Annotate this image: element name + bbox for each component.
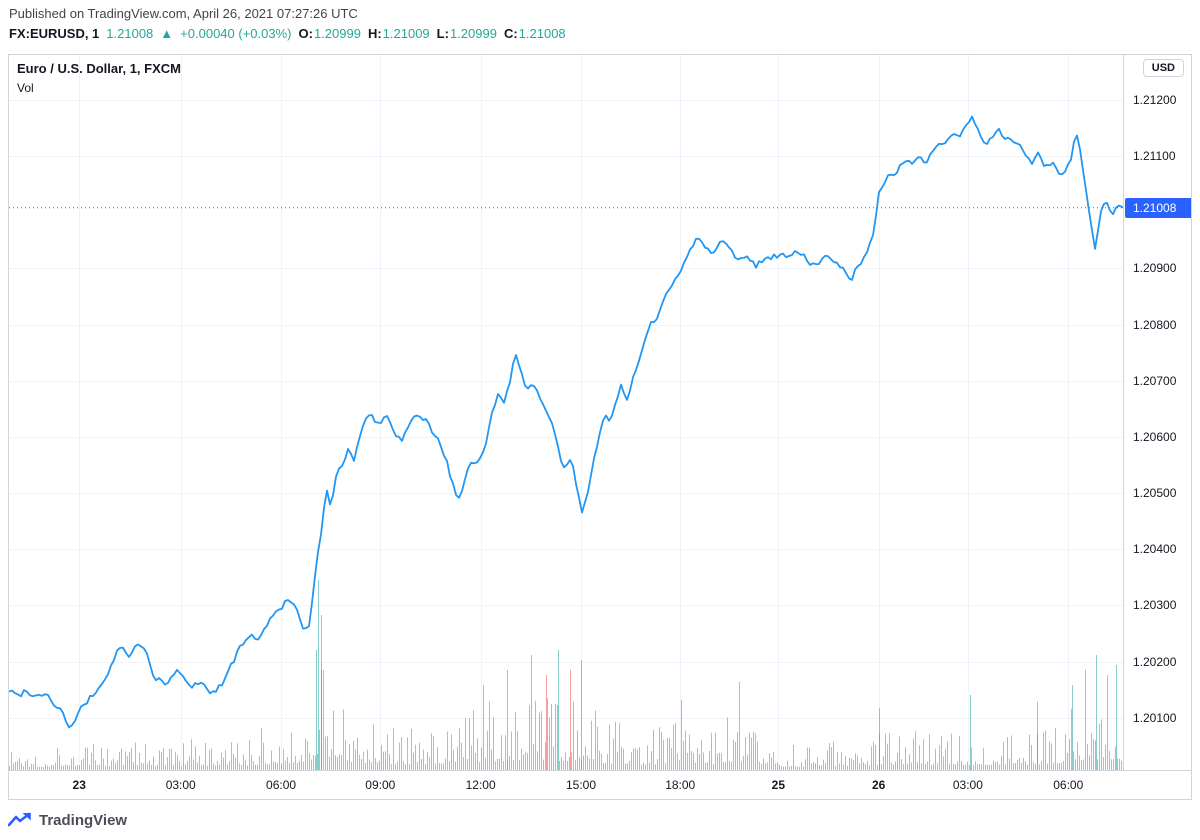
time-axis[interactable]: 23 03:00 06:00 09:00 12:00 15:00 18:00 25 26 03:0…: [9, 770, 1191, 799]
last-price: 1.21008: [106, 26, 154, 41]
time-tick-label: 25: [771, 778, 786, 792]
legend-volume-label: Vol: [17, 81, 34, 95]
time-tick-label: 03:00: [952, 778, 983, 792]
time-tick-label: 09:00: [365, 778, 396, 792]
ohlc-open-label: O:: [298, 26, 313, 41]
price-tick-label: 1.20800: [1133, 317, 1177, 332]
time-tick-label: 03:00: [165, 778, 196, 792]
chart-plot-area[interactable]: [9, 55, 1124, 770]
symbol-name: FX:EURUSD, 1: [9, 26, 100, 41]
ohlc-high: H: 1.21009: [368, 26, 430, 41]
time-tick-label: 18:00: [665, 778, 696, 792]
volume-bars-down: [11, 670, 1123, 770]
ohlc-close-value: 1.21008: [518, 26, 566, 41]
ohlc-open: O: 1.20999: [298, 26, 360, 41]
change-arrow-icon: ▲: [160, 26, 174, 41]
footer-brand[interactable]: TradingView: [8, 807, 127, 833]
price-tick-label: 1.20400: [1133, 542, 1177, 557]
ohlc-close-label: C:: [503, 26, 518, 41]
price-tick-label: 1.20700: [1133, 373, 1177, 388]
symbol-info-bar: FX:EURUSD, 1 1.21008 ▲ +0.00040 (+0.03%)…: [9, 26, 566, 41]
price-axis[interactable]: 1.21200 1.21100 1.20900 1.20800 1.20700 1.206…: [1125, 55, 1191, 770]
chart-legend: Euro / U.S. Dollar, 1, FXCM Vol: [17, 61, 181, 95]
ohlc-low-value: 1.20999: [449, 26, 497, 41]
time-tick-label: 12:00: [465, 778, 496, 792]
price-tick-label: 1.20500: [1133, 486, 1177, 501]
ohlc-low-label: L:: [436, 26, 449, 41]
price-tick-label: 1.21100: [1133, 149, 1176, 164]
price-tick-label: 1.20900: [1133, 261, 1177, 276]
time-tick-label: 06:00: [1053, 778, 1084, 792]
volume-bars-up: [9, 580, 1122, 770]
time-tick-label: 06:00: [266, 778, 297, 792]
price-tick-label: 1.20100: [1133, 710, 1177, 725]
ohlc-close: C: 1.21008: [504, 26, 566, 41]
ohlc-high-label: H:: [367, 26, 382, 41]
ohlc-open-value: 1.20999: [313, 26, 361, 41]
time-tick-label: 26: [872, 778, 886, 792]
currency-usd-button[interactable]: USD: [1142, 59, 1184, 77]
legend-symbol-title: Euro / U.S. Dollar, 1, FXCM: [17, 61, 181, 76]
price-tick-label: 1.21200: [1133, 92, 1177, 107]
time-tick-label: 23: [72, 778, 86, 792]
price-change: +0.00040 (+0.03%): [180, 26, 292, 41]
time-tick-label: 15:00: [565, 778, 596, 792]
chart-container: 1.21200 1.21100 1.20900 1.20800 1.20700 1.206…: [8, 54, 1192, 800]
published-line: Published on TradingView.com, April 26, …: [9, 6, 358, 21]
tradingview-logo-icon: [8, 812, 31, 827]
price-tick-label: 1.20300: [1133, 598, 1177, 613]
price-plot-svg: [9, 55, 1123, 770]
price-tick-label: 1.20200: [1133, 654, 1177, 669]
price-line: [9, 115, 1123, 729]
price-tick-label: 1.20600: [1133, 429, 1177, 444]
tradingview-wordmark: TradingView: [39, 811, 128, 829]
last-price-badge: 1.21008: [1125, 197, 1191, 218]
ohlc-low: L: 1.20999: [437, 26, 497, 41]
ohlc-high-value: 1.21009: [382, 26, 430, 41]
